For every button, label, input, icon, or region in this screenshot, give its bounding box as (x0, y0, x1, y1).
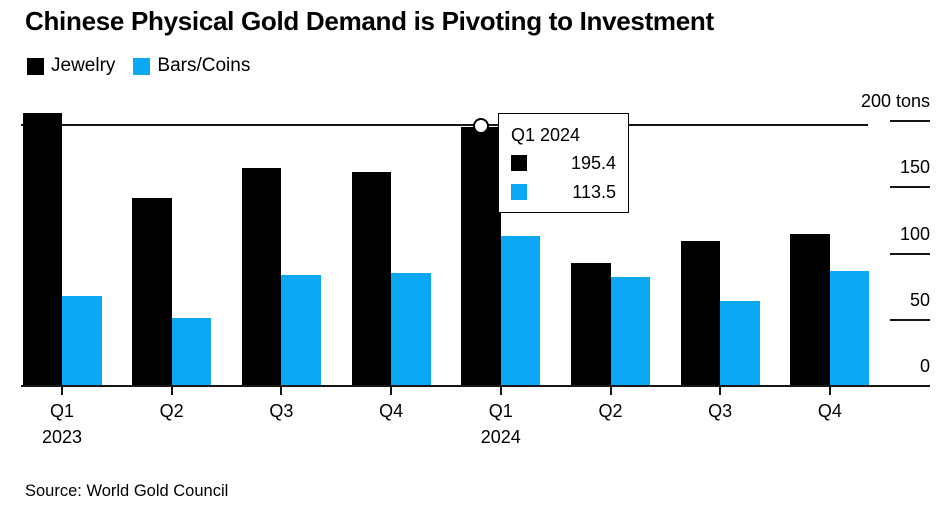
bar-jewelry-q4-2023[interactable] (351, 172, 392, 386)
legend-item-bars-coins[interactable]: Bars/Coins (133, 55, 250, 77)
x-axis-label-q2-2024: Q2 (598, 401, 623, 421)
jewelry-color-swatch-icon (27, 57, 44, 75)
x-axis-tick-q1-2024 (499, 386, 502, 395)
tooltip-value-jewelry: 195.4 (570, 152, 616, 173)
x-axis-tick-q2-2023 (170, 386, 173, 395)
bars-coins-color-swatch-icon (511, 184, 527, 200)
x-axis-label-q1-2024: Q1 (488, 401, 513, 421)
plot-area[interactable]: Q1 2024 195.4 113.5 Q1 2023 Q2 Q3 Q4 Q1 2024 Q2… (0, 0, 946, 460)
y-axis-tick-150 (890, 186, 930, 189)
x-axis-tick-q4-2023 (390, 386, 393, 395)
x-axis-label-q1-2023: Q1 (49, 401, 74, 421)
bar-jewelry-q2-2023[interactable] (132, 198, 172, 386)
bar-jewelry-q4-2024[interactable] (790, 234, 830, 386)
x-axis-label-q4-2024: Q4 (817, 401, 842, 421)
hover-point-marker (473, 118, 489, 134)
bar-bars-coins-q1-2023[interactable] (62, 296, 102, 386)
legend-item-jewelry[interactable]: Jewelry (27, 55, 115, 77)
y-axis-tick-100 (890, 252, 930, 255)
jewelry-color-swatch-icon (511, 155, 527, 171)
x-axis-year-label-2024: 2024 (480, 427, 521, 447)
x-axis-tick-q3-2023 (280, 386, 283, 395)
x-axis-baseline (21, 385, 930, 387)
bar-jewelry-q2-2024[interactable] (571, 263, 611, 386)
bar-bars-coins-q3-2024[interactable] (720, 301, 760, 386)
source-caption: Source: World Gold Council (25, 482, 229, 500)
y-axis-label-50: 50 (909, 289, 930, 310)
y-axis-label-150: 150 (899, 157, 930, 178)
x-axis-tick-q3-2024 (719, 386, 722, 395)
tooltip-title: Q1 2024 (511, 125, 581, 145)
tooltip: Q1 2024 195.4 113.5 (498, 113, 629, 213)
bar-jewelry-q1-2024[interactable] (461, 127, 501, 386)
bar-jewelry-q1-2023[interactable] (22, 113, 62, 386)
crosshair-line (21, 124, 868, 126)
chart-title: Chinese Physical Gold Demand is Pivoting… (25, 6, 714, 36)
y-axis-label-200-tons: 200 tons (860, 91, 930, 111)
bar-bars-coins-q1-2024[interactable] (500, 236, 541, 386)
y-axis-label-100: 100 (899, 223, 930, 244)
y-axis-label-0: 0 (919, 356, 930, 376)
legend-label-jewelry: Jewelry (51, 55, 116, 76)
tooltip-row-bars-coins: 113.5 (511, 179, 616, 205)
bar-bars-coins-q2-2023[interactable] (171, 318, 212, 386)
x-axis-tick-q2-2024 (609, 386, 612, 395)
x-axis-label-q3-2023: Q3 (269, 401, 294, 421)
bars-coins-color-swatch-icon (133, 57, 151, 75)
bar-bars-coins-q2-2024[interactable] (610, 277, 650, 386)
y-axis-tick-200 (890, 120, 930, 122)
bar-jewelry-q3-2024[interactable] (680, 241, 721, 386)
legend-label-bars-coins: Bars/Coins (157, 55, 251, 76)
bar-bars-coins-q3-2023[interactable] (281, 275, 321, 386)
x-axis-tick-q1-2023 (61, 386, 63, 395)
x-axis-label-q2-2023: Q2 (159, 401, 184, 421)
x-axis-label-q3-2024: Q3 (708, 401, 733, 421)
x-axis-label-q4-2023: Q4 (379, 401, 404, 421)
y-axis-tick-50 (890, 318, 930, 321)
tooltip-row-jewelry: 195.4 (511, 150, 616, 176)
bar-bars-coins-q4-2024[interactable] (829, 271, 870, 386)
bar-jewelry-q3-2023[interactable] (241, 168, 282, 386)
x-axis-year-label-2023: 2023 (41, 427, 83, 447)
chart-legend: Jewelry Bars/Coins (27, 55, 250, 77)
bar-bars-coins-q4-2023[interactable] (391, 273, 431, 386)
tooltip-value-bars-coins: 113.5 (572, 181, 616, 202)
x-axis-tick-q4-2024 (828, 386, 831, 395)
